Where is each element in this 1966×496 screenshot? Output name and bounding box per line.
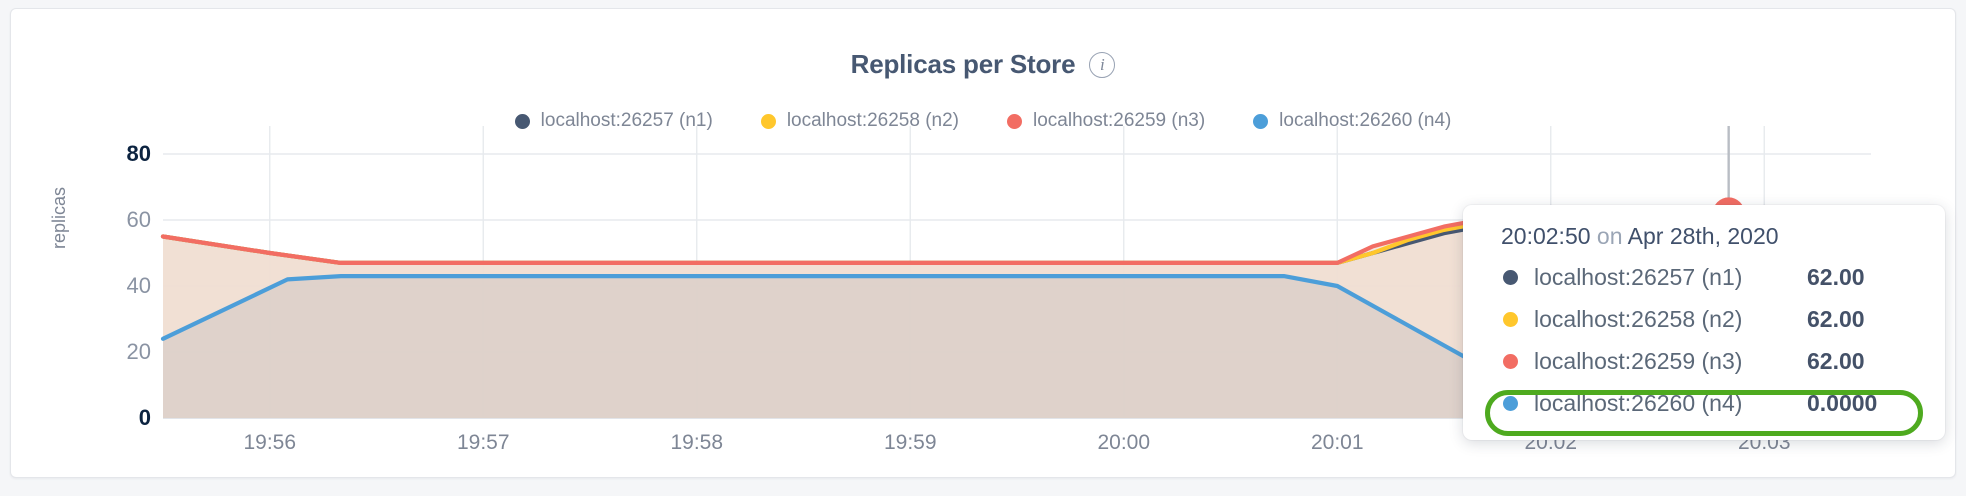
- tooltip-series-value: 62.00: [1807, 347, 1865, 374]
- tooltip-row: localhost:26257 (n1) 62.00: [1463, 256, 1945, 298]
- chart-area-localhost:26260 (n4): [163, 276, 1871, 418]
- y-axis-ticks: 0 20 40 60 80: [91, 9, 151, 477]
- x-axis-tick-label: 19:57: [456, 431, 510, 454]
- tooltip-on-word: on: [1596, 223, 1623, 249]
- legend-color-dot-icon: [1007, 113, 1022, 129]
- x-axis-tick-label: 20:01: [1310, 431, 1364, 454]
- tooltip-timestamp: 20:02:50 on Apr 28th, 2020: [1463, 223, 1945, 256]
- tooltip-color-dot-icon: [1503, 311, 1518, 327]
- tooltip-color-dot-icon: [1503, 395, 1518, 411]
- plot-area[interactable]: replicas 0 20 40 60 80 19:56 19:57 19:58 19:59 2…: [11, 9, 1955, 477]
- tooltip-row: localhost:26260 (n4) 0.0000: [1463, 382, 1945, 424]
- legend-item[interactable]: localhost:26258 (n2): [760, 110, 959, 132]
- legend-item-label: localhost:26260 (n4): [1279, 110, 1452, 131]
- legend-item[interactable]: localhost:26259 (n3): [1007, 110, 1205, 132]
- tooltip-color-dot-icon: [1503, 353, 1518, 369]
- x-axis-tick-label: 20:00: [1097, 431, 1151, 454]
- legend-item-label: localhost:26259 (n3): [1033, 110, 1206, 131]
- legend-item[interactable]: localhost:26257 (n1): [514, 110, 713, 132]
- y-axis-tick-label: 80: [126, 141, 151, 166]
- tooltip-series-value: 0.0000: [1807, 389, 1878, 416]
- tooltip-time-value: 20:02:50: [1501, 223, 1591, 249]
- hover-tooltip: 20:02:50 on Apr 28th, 2020 localhost:262…: [1463, 205, 1945, 440]
- tooltip-row: localhost:26258 (n2) 62.00: [1463, 298, 1945, 340]
- y-axis-tick-label: 40: [126, 273, 151, 298]
- legend-color-dot-icon: [1253, 113, 1269, 129]
- y-axis-tick-label: 60: [126, 207, 151, 232]
- tooltip-color-dot-icon: [1503, 269, 1518, 285]
- tooltip-series-value: 62.00: [1807, 263, 1865, 290]
- chart-card: Replicas per Store i localhost:26257 (n1…: [10, 8, 1956, 478]
- chart-legend: localhost:26257 (n1) localhost:26258 (n2)…: [11, 110, 1955, 132]
- legend-color-dot-icon: [514, 113, 530, 129]
- tooltip-row: localhost:26259 (n3) 62.00: [1463, 340, 1945, 382]
- legend-item[interactable]: localhost:26260 (n4): [1253, 110, 1451, 132]
- chart-svg: [160, 126, 1874, 434]
- tooltip-series-value: 62.00: [1807, 305, 1865, 332]
- tooltip-rows: localhost:26257 (n1) 62.00 localhost:26258…: [1463, 256, 1945, 424]
- tooltip-series-label: localhost:26260 (n4): [1534, 389, 1743, 416]
- y-axis-tick-label: 20: [126, 339, 151, 364]
- x-axis-tick-label: 19:59: [883, 431, 937, 454]
- y-axis-tick-label: 0: [138, 405, 151, 430]
- legend-item-label: localhost:26257 (n1): [540, 110, 713, 131]
- y-axis-label: replicas: [49, 186, 69, 249]
- legend-item-label: localhost:26258 (n2): [786, 110, 959, 131]
- tooltip-series-label: localhost:26257 (n1): [1534, 263, 1743, 290]
- tooltip-series-label: localhost:26258 (n2): [1534, 305, 1743, 332]
- x-axis-tick-label: 19:58: [670, 431, 724, 454]
- x-axis-tick-label: 19:56: [243, 431, 297, 454]
- tooltip-series-label: localhost:26259 (n3): [1534, 347, 1743, 374]
- legend-color-dot-icon: [760, 113, 776, 129]
- tooltip-date-value: Apr 28th, 2020: [1627, 223, 1779, 249]
